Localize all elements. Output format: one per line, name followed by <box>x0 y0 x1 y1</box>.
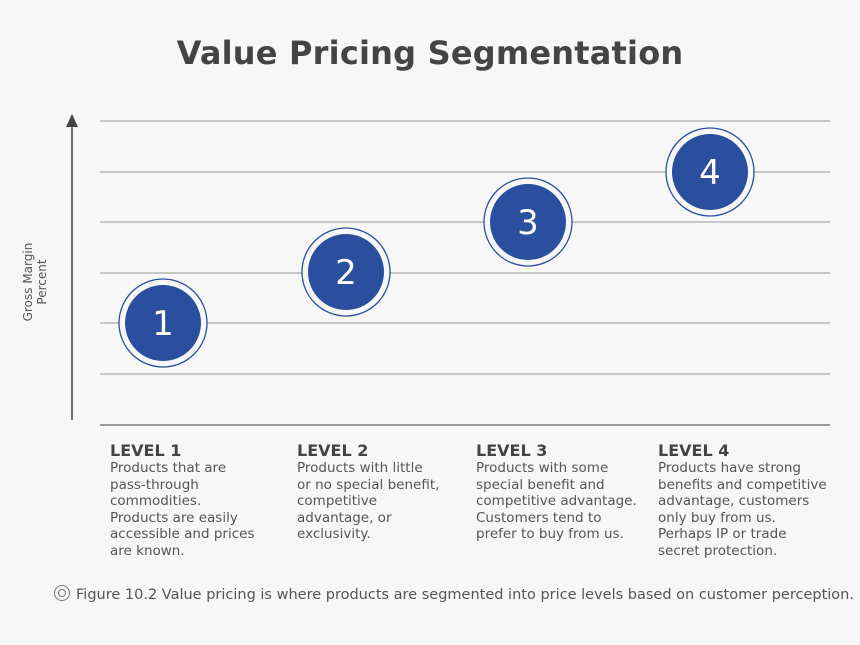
level-4-block: LEVEL 4 Products have strong benefits an… <box>658 442 827 560</box>
level-description: Products have strong benefits and compet… <box>658 460 827 559</box>
marker-number: 2 <box>335 253 357 293</box>
level-1-block: LEVEL 1 Products that are pass-through c… <box>110 442 254 560</box>
level-3-marker: 3 <box>483 177 573 267</box>
caption-text: Figure 10.2 Value pricing is where produ… <box>76 587 854 603</box>
level-heading: LEVEL 4 <box>658 441 730 460</box>
page-title: Value Pricing Segmentation <box>176 34 684 72</box>
marker-circle <box>490 184 566 260</box>
level-heading: LEVEL 2 <box>297 441 369 460</box>
marker-circle <box>125 285 201 361</box>
level-heading: LEVEL 3 <box>476 441 548 460</box>
y-axis-label: Gross Margin Percent <box>21 242 49 322</box>
level-description: Products with little or no special benef… <box>297 460 440 543</box>
level-2-marker: 2 <box>301 227 391 317</box>
concentric-circle-icon <box>54 585 70 601</box>
level-1-marker: 1 <box>118 278 208 368</box>
marker-circle <box>672 134 748 210</box>
marker-number: 3 <box>517 203 539 243</box>
marker-circle <box>308 234 384 310</box>
marker-number: 1 <box>152 304 174 344</box>
y-axis-arrow-icon <box>66 114 78 127</box>
level-heading: LEVEL 1 <box>110 441 182 460</box>
level-3-block: LEVEL 3 Products with some special benef… <box>476 442 637 543</box>
marker-number: 4 <box>699 153 721 193</box>
gridlines <box>100 120 830 426</box>
figure-caption: Figure 10.2 Value pricing is where produ… <box>54 585 854 603</box>
level-4-marker: 4 <box>665 127 755 217</box>
level-2-block: LEVEL 2 Products with little or no speci… <box>297 442 439 543</box>
level-description: Products with some special benefit and c… <box>476 460 637 543</box>
level-description: Products that are pass-through commoditi… <box>110 460 255 559</box>
